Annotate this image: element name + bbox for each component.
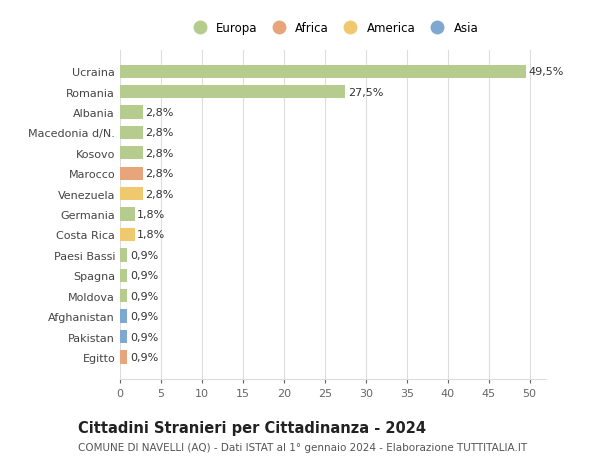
Bar	[120, 86, 345, 99]
Bar	[120, 228, 135, 241]
Bar	[120, 290, 127, 302]
Bar	[120, 188, 143, 201]
Text: 0,9%: 0,9%	[130, 250, 158, 260]
Text: 0,9%: 0,9%	[130, 352, 158, 362]
Text: 2,8%: 2,8%	[145, 189, 174, 199]
Bar	[120, 330, 127, 343]
Text: 2,8%: 2,8%	[145, 149, 174, 158]
Bar	[120, 249, 127, 262]
Legend: Europa, Africa, America, Asia: Europa, Africa, America, Asia	[183, 17, 483, 39]
Text: 49,5%: 49,5%	[528, 67, 563, 77]
Bar	[120, 310, 127, 323]
Bar	[120, 106, 143, 119]
Text: 2,8%: 2,8%	[145, 128, 174, 138]
Text: 27,5%: 27,5%	[348, 87, 383, 97]
Text: 2,8%: 2,8%	[145, 169, 174, 179]
Bar	[120, 65, 526, 78]
Text: 0,9%: 0,9%	[130, 271, 158, 280]
Text: 0,9%: 0,9%	[130, 291, 158, 301]
Text: 2,8%: 2,8%	[145, 108, 174, 118]
Text: 1,8%: 1,8%	[137, 230, 166, 240]
Text: 1,8%: 1,8%	[137, 210, 166, 219]
Bar	[120, 269, 127, 282]
Bar	[120, 127, 143, 140]
Text: 0,9%: 0,9%	[130, 311, 158, 321]
Bar	[120, 147, 143, 160]
Bar	[120, 208, 135, 221]
Text: Cittadini Stranieri per Cittadinanza - 2024: Cittadini Stranieri per Cittadinanza - 2…	[78, 420, 426, 435]
Bar	[120, 351, 127, 364]
Bar	[120, 167, 143, 180]
Text: 0,9%: 0,9%	[130, 332, 158, 342]
Text: COMUNE DI NAVELLI (AQ) - Dati ISTAT al 1° gennaio 2024 - Elaborazione TUTTITALIA: COMUNE DI NAVELLI (AQ) - Dati ISTAT al 1…	[78, 442, 527, 452]
